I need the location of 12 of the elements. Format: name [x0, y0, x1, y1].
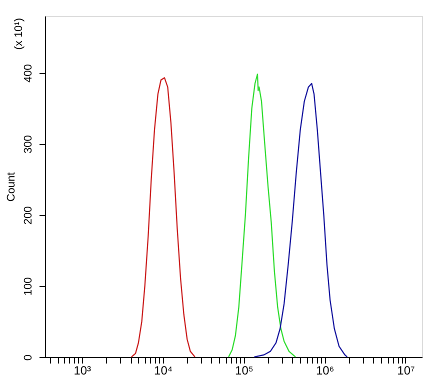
y-axis-title: Count [6, 172, 18, 202]
x-tick-label: 10⁵ [235, 364, 254, 378]
y-tick-label: 100 [22, 277, 34, 296]
x-tick-label: 10⁴ [154, 364, 173, 378]
y-tick-label: 200 [22, 206, 34, 225]
y-tick-label: 400 [22, 64, 34, 83]
x-tick-label: 10⁶ [316, 364, 334, 378]
x-tick-label: 10³ [74, 364, 92, 378]
text: (x 10¹) [13, 18, 25, 50]
y-tick-label: 300 [22, 135, 34, 154]
y-tick-label: 0 [22, 354, 34, 361]
x-tick-label: 10⁷ [397, 364, 415, 378]
